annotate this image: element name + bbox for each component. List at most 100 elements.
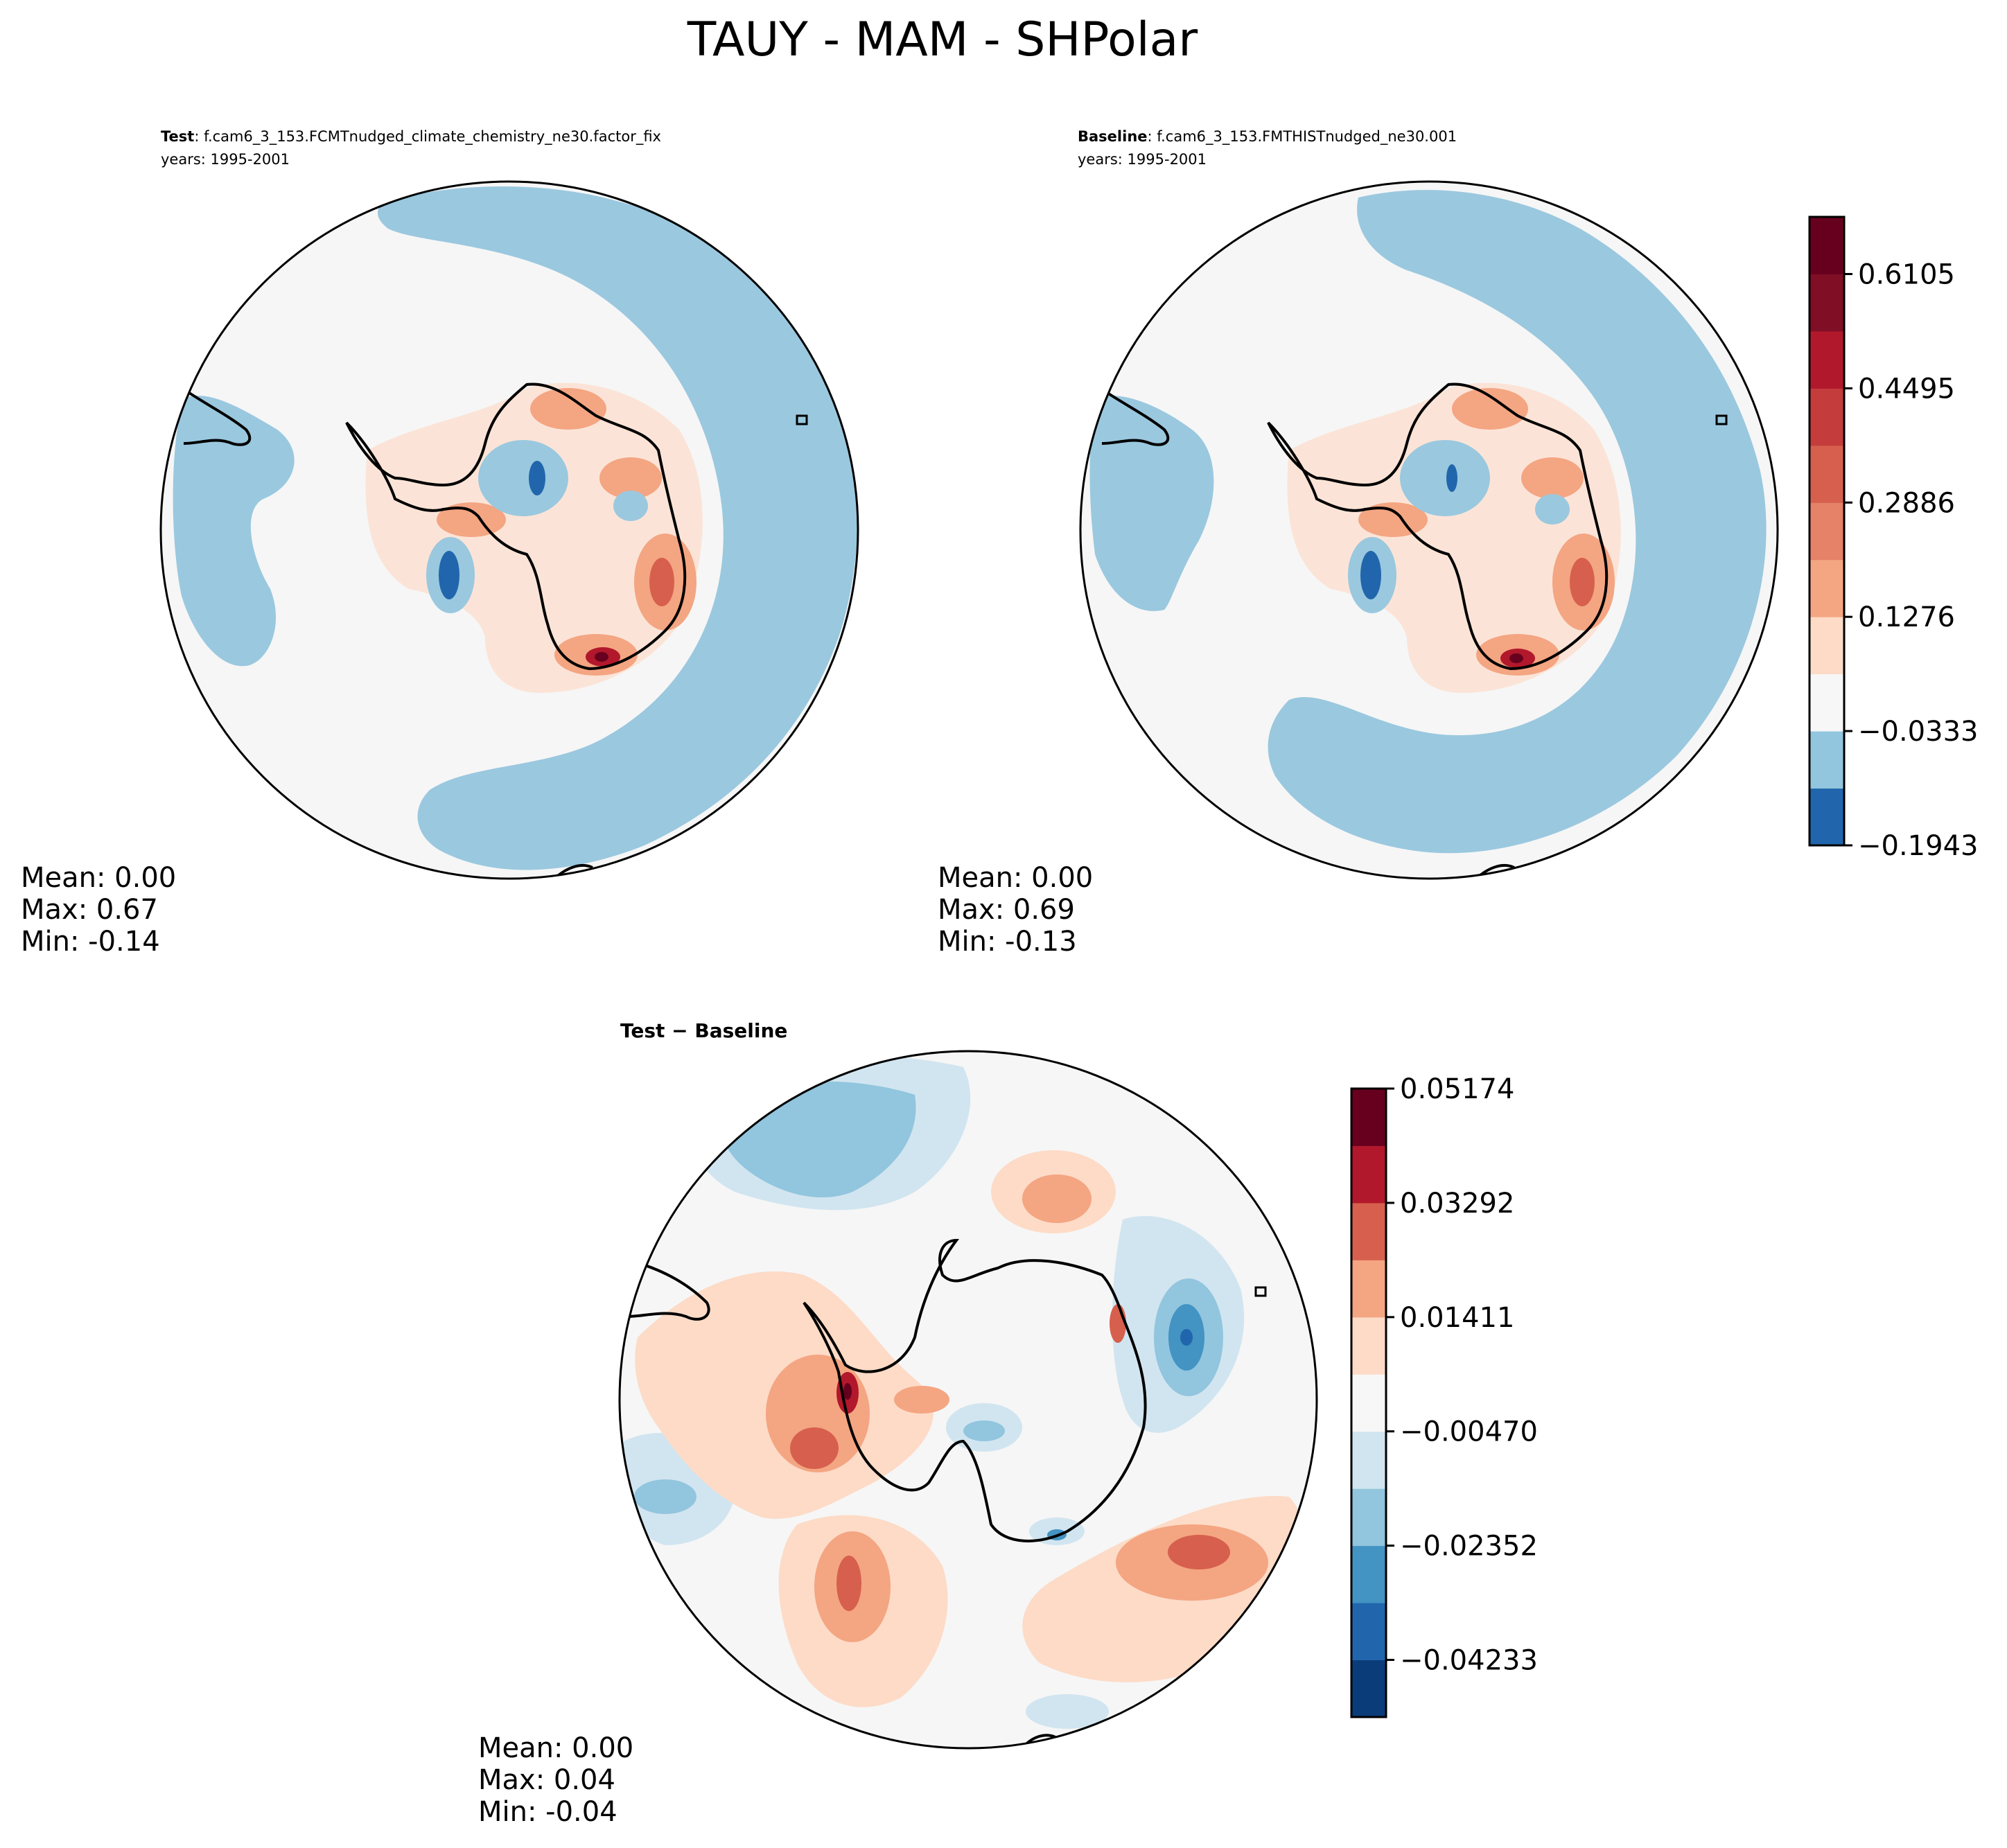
- difference-map-field: [620, 1051, 1317, 1748]
- difference-colorbar-segment: [1351, 1089, 1386, 1146]
- difference-label: Test − Baseline: [620, 1019, 787, 1042]
- baseline-label-bold: Baseline: [1078, 128, 1148, 145]
- difference-colorbar-segment: [1351, 1374, 1386, 1432]
- baseline-max-core: [1509, 653, 1523, 663]
- baseline-map-field: [1080, 182, 1778, 879]
- baseline-kerguelen: [1715, 414, 1728, 425]
- baseline-colorbar-tick-label: −0.0333: [1858, 716, 1978, 748]
- test-max-core: [595, 652, 608, 662]
- baseline-orange-ne: [1521, 457, 1584, 499]
- baseline-colorbar-tick-label: 0.6105: [1858, 258, 1955, 290]
- baseline-colorbar-tick-label: 0.1276: [1858, 601, 1955, 633]
- test-label: Test: f.cam6_3_153.FCMTnudged_climate_ch…: [161, 128, 661, 146]
- difference-panel: Test − Baseline: [478, 1019, 1538, 1828]
- baseline-colorbar-segment: [1809, 731, 1844, 789]
- difference-colorbar-tick-label: 0.01411: [1400, 1302, 1514, 1334]
- diff-red-coast-east: [1110, 1304, 1126, 1343]
- difference-colorbar-segment: [1351, 1145, 1386, 1204]
- baseline-dark-weddell: [1360, 551, 1381, 599]
- baseline-colorbar-segment: [1809, 559, 1844, 617]
- diff-dark-west: [790, 1427, 839, 1469]
- diff-blue-west-mid: [634, 1479, 696, 1514]
- test-blue-patch-west: [173, 396, 295, 667]
- baseline-colorbar-segment: [1809, 388, 1844, 446]
- difference-colorbar-segment: [1351, 1260, 1386, 1318]
- diff-orange-ne: [1022, 1174, 1092, 1223]
- difference-colorbar-tick-label: −0.02352: [1400, 1531, 1538, 1563]
- diff-south-america-coast: [626, 1260, 710, 1321]
- baseline-label: Baseline: f.cam6_3_153.FMTHISTnudged_ne3…: [1078, 128, 1457, 146]
- test-stat-mean: Mean: 0.00: [21, 862, 176, 894]
- difference-colorbar-segment: [1351, 1488, 1386, 1547]
- baseline-red-east: [1570, 558, 1595, 606]
- baseline-colorbar-segment: [1809, 788, 1844, 846]
- test-stat-max: Max: 0.67: [21, 894, 158, 926]
- diff-kerguelen: [1254, 1286, 1267, 1297]
- test-dark-weddell: [439, 551, 459, 599]
- baseline-dark-ross: [1446, 464, 1457, 492]
- test-map-field: [161, 182, 858, 879]
- difference-stat-max: Max: 0.04: [478, 1764, 615, 1796]
- baseline-colorbar-frame: [1808, 215, 1846, 847]
- baseline-blue-ross: [1400, 440, 1490, 516]
- baseline-panel: Baseline: f.cam6_3_153.FMTHISTnudged_ne3…: [938, 128, 1978, 958]
- baseline-colorbar-segment: [1809, 217, 1844, 274]
- diff-blue-south: [1026, 1694, 1109, 1729]
- baseline-colorbar-segment: [1809, 502, 1844, 561]
- test-label-bold: Test: [161, 128, 194, 145]
- difference-colorbar-tick-label: −0.00470: [1400, 1416, 1538, 1448]
- test-panel: Test: f.cam6_3_153.FCMTnudged_climate_ch…: [21, 128, 859, 958]
- test-red-east: [649, 558, 674, 606]
- figure-title: TAUY - MAM - SHPolar: [687, 12, 1198, 67]
- test-dark-ross: [529, 461, 545, 495]
- baseline-label-case: : f.cam6_3_153.FMTHISTnudged_ne30.001: [1148, 128, 1457, 146]
- test-map-border: [159, 180, 859, 880]
- difference-stat-mean: Mean: 0.00: [478, 1732, 633, 1764]
- diff-blue-center-mid: [963, 1420, 1005, 1441]
- baseline-colorbar-segment: [1809, 617, 1844, 675]
- difference-colorbar-tick-label: 0.05174: [1400, 1073, 1514, 1105]
- diff-orange-center: [894, 1386, 949, 1414]
- difference-colorbar-frame: [1350, 1087, 1387, 1718]
- difference-colorbar: 0.05174 0.03292 0.01411 −0.00470 −0.02352 −0.…: [1350, 1073, 1538, 1718]
- test-label-case: : f.cam6_3_153.FCMTnudged_climate_chemis…: [194, 128, 661, 146]
- baseline-blue-band-east: [1268, 190, 1767, 854]
- difference-colorbar-tick-label: −0.04233: [1400, 1645, 1538, 1677]
- test-blue-band-east: [378, 186, 858, 870]
- baseline-colorbar-segment: [1809, 331, 1844, 389]
- test-orange-north: [530, 388, 606, 430]
- baseline-stat-max: Max: 0.69: [938, 894, 1075, 926]
- test-kerguelen: [796, 414, 808, 425]
- diff-dark-sw: [836, 1556, 861, 1611]
- baseline-south-america-coast: [1101, 390, 1170, 446]
- test-years: years: 1995-2001: [161, 151, 290, 168]
- baseline-years: years: 1995-2001: [1078, 151, 1207, 168]
- diff-blue-east-core: [1180, 1329, 1193, 1346]
- diff-antarctic-coast: [803, 1238, 1147, 1542]
- test-stat-min: Min: -0.14: [21, 926, 160, 958]
- baseline-orange-north: [1452, 388, 1528, 430]
- baseline-colorbar-tick-label: 0.2886: [1858, 487, 1955, 519]
- difference-colorbar-segment: [1351, 1431, 1386, 1489]
- baseline-blue-south: [1535, 494, 1570, 525]
- baseline-stat-mean: Mean: 0.00: [938, 862, 1093, 894]
- diff-dark-se: [1168, 1535, 1230, 1569]
- difference-colorbar-segment: [1351, 1317, 1386, 1375]
- difference-stat-min: Min: -0.04: [478, 1796, 617, 1828]
- baseline-colorbar-segment: [1809, 445, 1844, 503]
- baseline-map-border: [1079, 180, 1779, 880]
- diff-max-core: [843, 1383, 852, 1400]
- difference-map-border: [618, 1050, 1318, 1750]
- baseline-colorbar-tick-label: 0.4495: [1858, 373, 1955, 405]
- baseline-colorbar-segment: [1809, 274, 1844, 332]
- baseline-blue-patch-west: [1089, 396, 1214, 611]
- difference-colorbar-segment: [1351, 1660, 1386, 1718]
- baseline-colorbar-segment: [1809, 674, 1844, 732]
- test-blue-south: [613, 491, 648, 521]
- difference-colorbar-tick-label: 0.03292: [1400, 1188, 1514, 1220]
- baseline-stat-min: Min: -0.13: [938, 926, 1077, 958]
- difference-colorbar-segment: [1351, 1202, 1386, 1260]
- test-orange-ne: [599, 457, 662, 499]
- difference-colorbar-segment: [1351, 1545, 1386, 1603]
